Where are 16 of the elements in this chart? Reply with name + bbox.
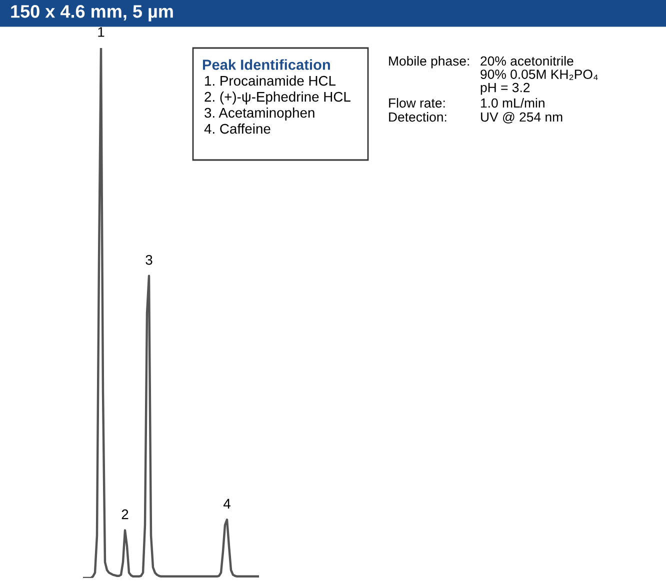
text: Detection: (389, 112, 446, 122)
text: 20% acetonitrile 90% 0.05M KH₂PO₄ pH = 3.2 (480, 56, 598, 95)
text: Mobile phase: (389, 56, 469, 68)
annotation: 3 (146, 254, 152, 265)
annotation: 2 (122, 509, 128, 520)
chart-title: 150 x 4.6 mm, 5 µm (11, 5, 173, 22)
annotation: 4 (223, 498, 230, 508)
text: UV @ 254 nm (481, 112, 562, 124)
annotation: 3. Acetaminophen (204, 108, 314, 120)
annotation: 2. (+)-ψ-Ephedrine HCL (204, 92, 350, 104)
annotation: 4. Caffeine (204, 124, 270, 134)
annotation: 1. Procainamide HCL (205, 76, 336, 86)
annotation: Peak Identification (202, 59, 330, 70)
text: 1.0 mL/min (481, 98, 544, 108)
text: Flow rate: (389, 98, 445, 108)
text: 1 (98, 27, 104, 37)
